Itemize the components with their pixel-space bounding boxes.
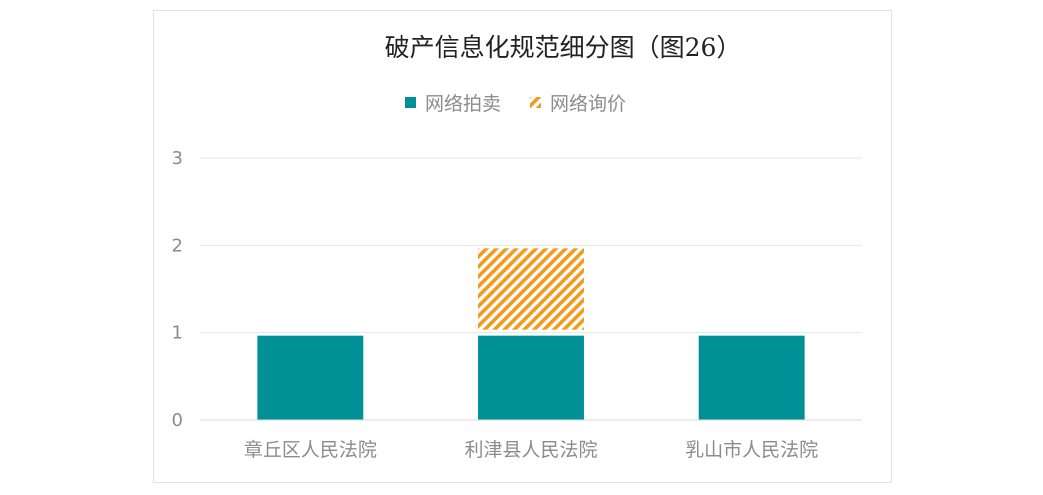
y-tick-label: 3 xyxy=(172,148,183,169)
bar-网络拍卖-乳山市人民法院 xyxy=(698,335,805,420)
gridlines xyxy=(200,157,862,334)
legend-swatch-网络询价 xyxy=(530,97,541,108)
x-axis-category-labels: 章丘区人民法院 利津县人民法院 乳山市人民法院 xyxy=(244,439,818,461)
y-tick-label: 2 xyxy=(172,235,183,256)
bar-网络询价-利津县人民法院 xyxy=(478,248,584,330)
legend-swatch-网络拍卖 xyxy=(405,97,416,108)
bar-网络拍卖-利津县人民法院 xyxy=(478,335,584,420)
bar-网络拍卖-章丘区人民法院 xyxy=(257,335,364,420)
bars xyxy=(257,248,805,420)
x-category-label: 章丘区人民法院 xyxy=(244,439,377,461)
x-category-label: 乳山市人民法院 xyxy=(685,439,818,461)
x-category-label: 利津县人民法院 xyxy=(464,439,597,461)
y-tick-label: 1 xyxy=(172,323,183,344)
y-tick-label: 0 xyxy=(172,410,183,431)
legend-label-网络询价: 网络询价 xyxy=(550,93,626,115)
legend: 网络拍卖 网络询价 xyxy=(405,93,626,115)
y-axis-ticks: 0 1 2 3 xyxy=(172,148,183,431)
chart-title: 破产信息化规范细分图（图26） xyxy=(385,33,742,62)
legend-label-网络拍卖: 网络拍卖 xyxy=(425,93,501,115)
